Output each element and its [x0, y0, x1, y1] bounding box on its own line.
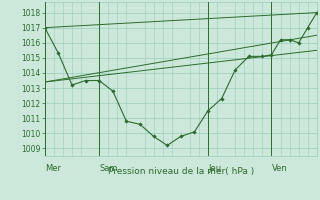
- Text: Sam: Sam: [99, 164, 118, 173]
- X-axis label: Pression niveau de la mer( hPa ): Pression niveau de la mer( hPa ): [108, 167, 254, 176]
- Text: Ven: Ven: [271, 164, 287, 173]
- Text: Jeu: Jeu: [208, 164, 221, 173]
- Text: Mer: Mer: [45, 164, 61, 173]
